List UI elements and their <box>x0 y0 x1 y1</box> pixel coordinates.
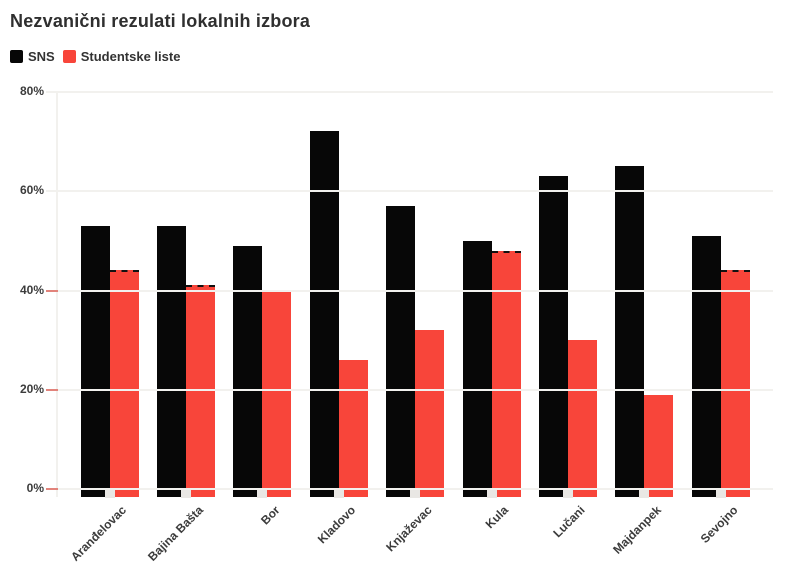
bar-sns-kladovo <box>309 131 339 497</box>
x-label-sevojno: Sevojno <box>697 503 741 546</box>
y-axis-line <box>56 92 58 497</box>
bar-studentske-liste-kladovo <box>338 360 368 497</box>
chart-title: Nezvanični rezulati lokalnih izbora <box>10 11 311 31</box>
bar-sns-bor <box>233 246 263 497</box>
x-label-kula: Kula <box>483 503 512 532</box>
x-label-bor: Bor <box>257 503 283 528</box>
gridline-60 <box>57 190 773 193</box>
bar-studentske-liste-lu-ani <box>567 340 597 497</box>
studentske-liste-swatch-icon <box>62 50 76 63</box>
gridline-20 <box>57 388 773 391</box>
y-tick-60 <box>46 190 58 193</box>
x-tick-square-sevojno <box>715 488 726 498</box>
x-tick-square-bajina-ba-ta <box>180 488 191 498</box>
y-label-60: 60% <box>19 183 44 198</box>
y-label-20: 20% <box>19 381 44 396</box>
y-label-80: 80% <box>19 84 44 98</box>
x-tick-square-majdanpek <box>639 488 650 498</box>
bar-sns-knja-evac <box>386 206 416 497</box>
legend-item-sns: SNS <box>10 49 55 64</box>
x-tick-square-kula <box>486 488 497 498</box>
bar-studentske-liste-majdanpek <box>644 395 674 497</box>
x-label-lu-ani: Lučani <box>550 503 588 541</box>
y-label-0: 0% <box>26 481 44 496</box>
y-tick-80 <box>46 91 58 93</box>
bar-sns-majdanpek <box>615 166 645 497</box>
bar-sns-bajina-ba-ta <box>156 226 186 497</box>
gridline-40 <box>57 289 773 292</box>
x-tick-square-lu-ani <box>562 488 573 498</box>
x-tick-square-knja-evac <box>410 488 421 498</box>
x-label-aran-elovac: Aranđelovac <box>68 503 130 564</box>
bar-sns-lu-ani <box>538 176 568 497</box>
bar-sns-kula <box>462 241 492 497</box>
gridline-0 <box>57 488 773 491</box>
y-tick-20 <box>46 388 58 391</box>
legend-label-sns: SNS <box>28 49 55 64</box>
sns-swatch-icon <box>10 50 23 63</box>
gridline-80 <box>57 91 773 93</box>
legend-item-studentske-liste: Studentske liste <box>62 49 181 64</box>
y-tick-40 <box>46 289 58 292</box>
bar-studentske-liste-bajina-ba-ta <box>185 285 215 497</box>
x-tick-square-kladovo <box>333 488 344 498</box>
x-tick-square-aran-elovac <box>104 488 115 498</box>
bar-studentske-liste-aran-elovac <box>109 270 139 497</box>
bar-studentske-liste-knja-evac <box>415 330 445 497</box>
bar-studentske-liste-bor <box>262 290 292 497</box>
x-label-knja-evac: Knjaževac <box>383 503 436 555</box>
legend-label-studentske-liste: Studentske liste <box>80 49 181 64</box>
plot-area <box>57 91 773 497</box>
x-tick-square-bor <box>257 488 268 498</box>
y-label-40: 40% <box>19 282 44 297</box>
y-tick-0 <box>46 488 58 491</box>
bar-studentske-liste-sevojno <box>720 270 750 497</box>
bar-sns-sevojno <box>691 236 721 497</box>
bar-studentske-liste-kula <box>491 251 521 497</box>
x-label-bajina-ba-ta: Bajina Bašta <box>144 503 206 564</box>
bar-sns-aran-elovac <box>80 226 110 497</box>
legend: SNS Studentske liste <box>10 49 180 64</box>
x-label-kladovo: Kladovo <box>315 503 359 547</box>
x-label-majdanpek: Majdanpek <box>610 503 665 557</box>
